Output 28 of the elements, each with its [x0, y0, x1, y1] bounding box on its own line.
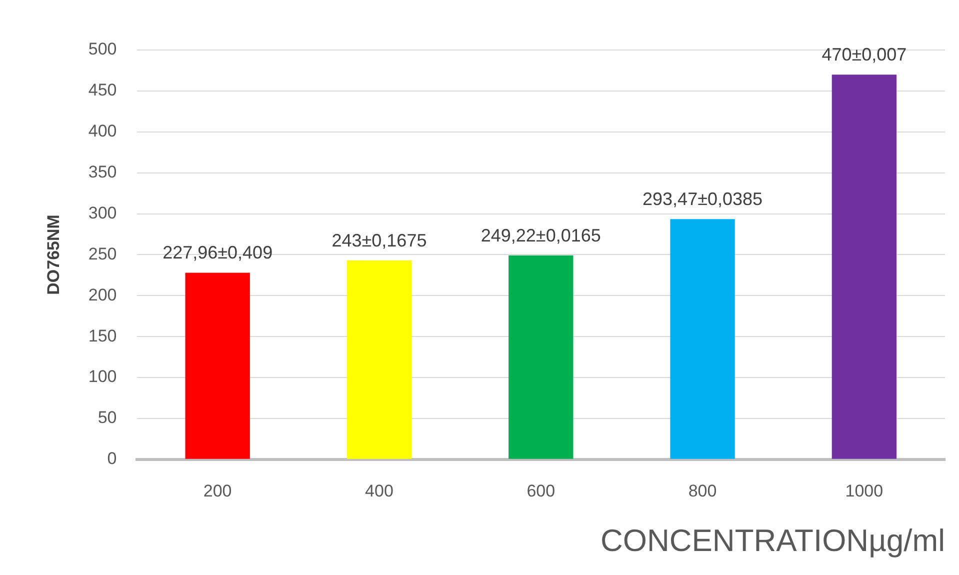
y-tick-label: 500: [88, 40, 117, 59]
bar: [670, 219, 735, 459]
bar: [832, 74, 897, 459]
x-tick-label: 800: [688, 481, 717, 500]
data-label: 249,22±0,0165: [480, 225, 601, 246]
data-label: 243±0,1675: [332, 230, 427, 250]
x-axis-title: CONCENTRATIONµg/ml: [600, 522, 945, 558]
y-tick-label: 150: [88, 326, 117, 346]
y-tick-label: 100: [88, 367, 117, 386]
y-tick-label: 400: [88, 122, 117, 141]
y-tick-label: 50: [98, 408, 117, 428]
y-tick-label: 300: [88, 203, 117, 222]
y-tick-label: 250: [88, 244, 117, 264]
bar: [346, 260, 412, 459]
y-tick-label: 0: [107, 449, 117, 468]
y-tick-label: 200: [88, 285, 117, 304]
data-label: 293,47±0,0385: [642, 189, 763, 210]
y-axis-title: DO765NM: [44, 214, 63, 295]
y-tick-label: 350: [88, 162, 117, 182]
data-label: 470±0,007: [822, 44, 907, 65]
x-tick-label: 600: [526, 481, 556, 500]
data-label: 227,96±0,409: [162, 242, 273, 263]
x-tick-label: 400: [365, 481, 394, 500]
bar: [185, 272, 250, 459]
y-tick-label: 450: [88, 80, 117, 100]
x-tick-label: 1000: [845, 481, 884, 500]
x-tick-label: 200: [203, 481, 232, 500]
bar: [508, 255, 574, 459]
